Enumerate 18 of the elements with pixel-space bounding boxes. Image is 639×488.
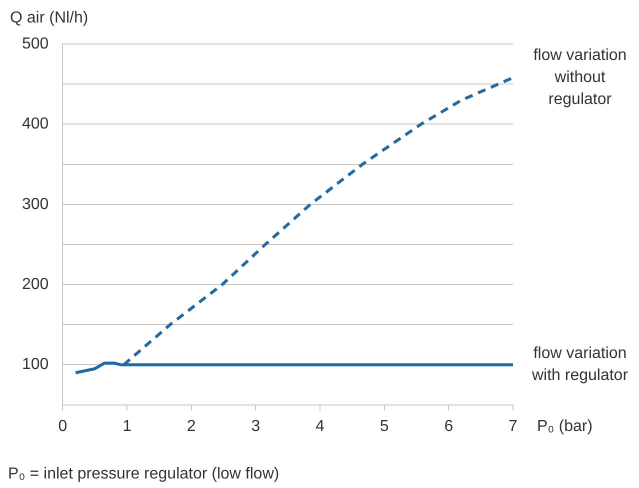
x-tick-label: 4 <box>316 418 325 435</box>
text: P₀ = inlet pressure regulator (low flow) <box>8 465 280 482</box>
x-axis-title: P₀ (bar) <box>537 418 593 436</box>
y-tick-label: 400 <box>22 116 49 133</box>
x-tick-label: 5 <box>380 418 389 435</box>
y-tick-label: 100 <box>22 356 49 374</box>
x-tick-label: 2 <box>186 418 196 435</box>
x-tick-label: 6 <box>444 418 454 435</box>
y-tick-label: 500 <box>22 35 49 52</box>
series-label: flow variation without regulator <box>533 47 627 108</box>
x-tick-label: 3 <box>251 418 260 435</box>
x-tick-label: 0 <box>58 418 68 435</box>
y-tick-label: 200 <box>22 276 49 293</box>
series-label: flow variation with regulator <box>530 345 629 384</box>
y-axis-title: Q air (Nl/h) <box>10 9 88 26</box>
x-tick-label: 1 <box>122 418 132 435</box>
x-tick-label: 7 <box>508 418 518 435</box>
y-tick-label: 300 <box>22 196 49 213</box>
